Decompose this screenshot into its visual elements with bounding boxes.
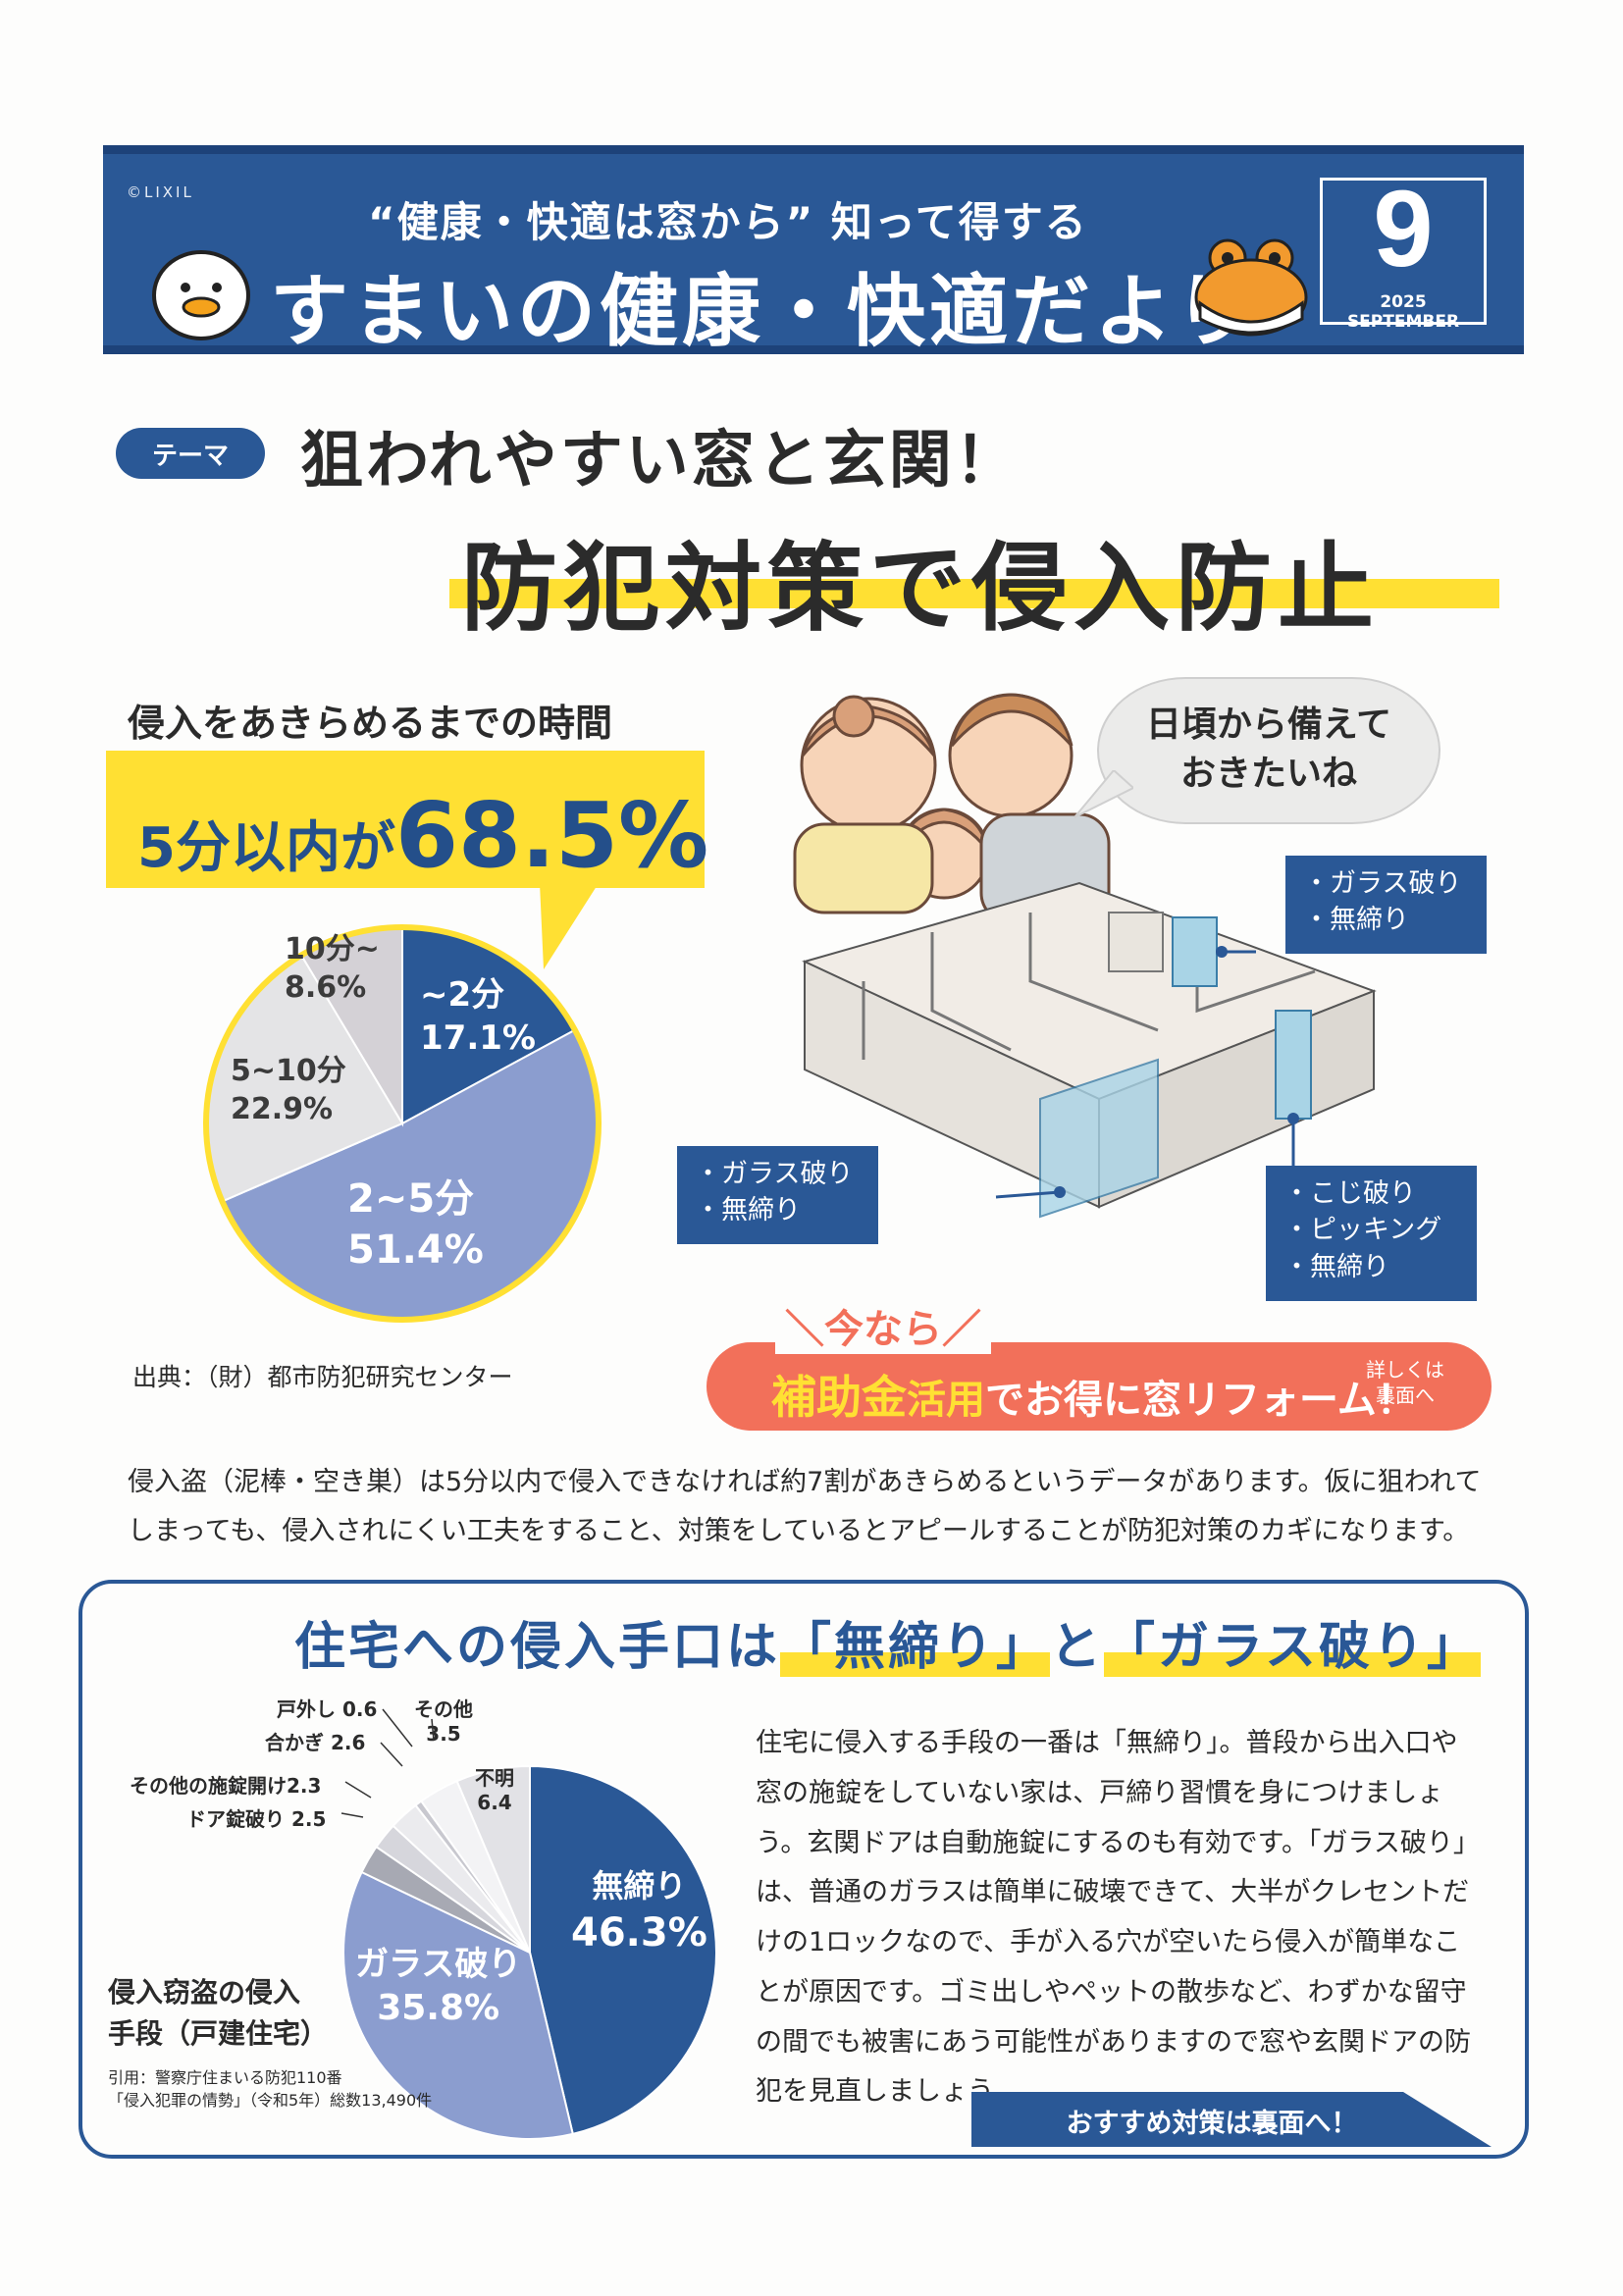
callout-pointer — [540, 883, 599, 969]
subsidy-banner[interactable] — [707, 1342, 1492, 1431]
heading-highlight-2: 「ガラス破り」 — [1104, 1618, 1482, 1677]
pie1-label-10min: 10分~ 8.6% — [285, 932, 380, 1005]
theme-badge: テーマ — [116, 428, 265, 479]
pie2-leader-lines — [340, 1708, 435, 1818]
pie2-label-unknown: 不明 6.4 — [475, 1766, 514, 1814]
subsidy-text: 補助金活用でお得に窓リフォーム！ — [771, 1362, 1416, 1427]
pie-slice-0 — [529, 1764, 717, 2136]
heading-prefix: 住宅への侵入手口は — [294, 1618, 781, 1677]
heading-highlight-1: 「無締り」 — [780, 1618, 1051, 1677]
callout-value: 68.5% — [394, 783, 709, 888]
pie2-label-door-removal: 戸外し 0.6 — [277, 1697, 378, 1721]
pie-outline — [203, 924, 602, 1323]
theme-title-line2: 防犯対策で侵入防止 — [461, 533, 1381, 645]
pie1-callout-text: 5分以内が68.5% — [137, 783, 708, 888]
callout-window-living: ・ガラス破り ・無締り — [677, 1146, 878, 1244]
issue-box: 9 2025 SEPTEMBER — [1320, 169, 1487, 332]
theme-title-line1: 狙われやすい窓と玄関！ — [300, 425, 1021, 497]
pie2-label-other: その他 3.5 — [414, 1697, 473, 1746]
chick-mascot-icon — [152, 250, 250, 340]
next-page-label[interactable]: おすすめ対策は裏面へ！ — [1066, 2109, 1358, 2139]
speech-bubble-tail — [1074, 770, 1133, 818]
subsidy-note: 詳しくは 裏面へ — [1366, 1358, 1444, 1407]
next-page-arrow-banner[interactable] — [971, 2092, 1492, 2147]
section-heading: 住宅への侵入手口は「無締り」と「ガラス破り」 — [294, 1605, 1482, 1679]
pie2-label-other-unlock: その他の施錠開け2.3 — [130, 1774, 322, 1798]
copyright: ©LIXIL — [127, 183, 194, 201]
speech-line: 日頃から備えて おきたいね — [1145, 704, 1392, 795]
newsletter-header: ©LIXIL “健康・快適は窓から” 知って得する すまいの健康・快適だより 9… — [103, 145, 1524, 357]
callout-window-upper: ・ガラス破り ・無締り — [1285, 856, 1487, 954]
pie-chart-give-up-time — [203, 924, 602, 1323]
title-underline-highlight — [449, 579, 1499, 608]
pie2-label-unlocked: 無締り 46.3% — [571, 1867, 707, 1956]
issue-date: 2025 SEPTEMBER — [1346, 292, 1460, 332]
frog-mascot-icon — [1194, 238, 1308, 337]
pie1-label-2-5min: 2~5分 51.4% — [347, 1176, 484, 1273]
callout-entrance-door: ・こじ破り ・ピッキング ・無締り — [1266, 1166, 1477, 1301]
pie-slice-1 — [342, 1870, 574, 2140]
pie1-label-2min: ~2分 17.1% — [420, 975, 536, 1059]
newsletter-title: すまいの健康・快適だより — [270, 266, 1258, 357]
section-body-text: 住宅に侵入する手段の一番は「無締り」。普段から出入口や窓の施錠をしていない家は、… — [756, 1728, 1480, 2108]
pie1-label-5-10min: 5~10分 22.9% — [231, 1054, 346, 1126]
pie2-label-spare-key: 合かぎ 2.6 — [265, 1731, 366, 1754]
header-tagline: “健康・快適は窓から” 知って得する — [368, 198, 1088, 246]
speech-text: 日頃から備えて おきたいね — [1119, 701, 1419, 800]
pie2-citation: 引用：警察庁住まいる防犯110番 「侵入犯罪の情勢」（令和5年）総数13,490… — [108, 2068, 433, 2111]
pie2-label-glass: ガラス破り 35.8% — [355, 1945, 522, 2029]
pie2-caption: 侵入窃盗の侵入 手段（戸建住宅） — [108, 1976, 329, 2050]
heading-mid: と — [1050, 1618, 1105, 1677]
pie-slice-7 — [455, 1764, 531, 1954]
callout-prefix: 5分以内が — [137, 816, 395, 880]
speech-bubble — [1097, 677, 1440, 824]
intro-paragraph: 侵入盗（泥棒・空き巣）は5分以内で侵入できなければ約7割があきらめるというデータ… — [128, 1467, 1482, 1546]
subsidy-main-text: でお得に窓リフォーム！ — [985, 1378, 1416, 1423]
intrusion-method-section — [79, 1580, 1529, 2159]
pie1-callout-box — [106, 751, 705, 888]
pie2-label-lock-break: ドア錠破り 2.5 — [186, 1807, 327, 1831]
subsidy-mid: 活用 — [907, 1378, 985, 1423]
issue-number: 9 — [1373, 169, 1434, 289]
pie-chart-intrusion-method — [342, 1764, 717, 2140]
pie1-source: 出典：（財）都市防犯研究センター — [132, 1363, 513, 1391]
pie1-heading: 侵入をあきらめるまでの時間 — [128, 702, 613, 745]
subsidy-tag: ＼今なら／ — [775, 1297, 991, 1354]
house-cutaway-illustration — [793, 693, 1377, 1219]
subsidy-highlight: 補助金 — [771, 1371, 907, 1424]
